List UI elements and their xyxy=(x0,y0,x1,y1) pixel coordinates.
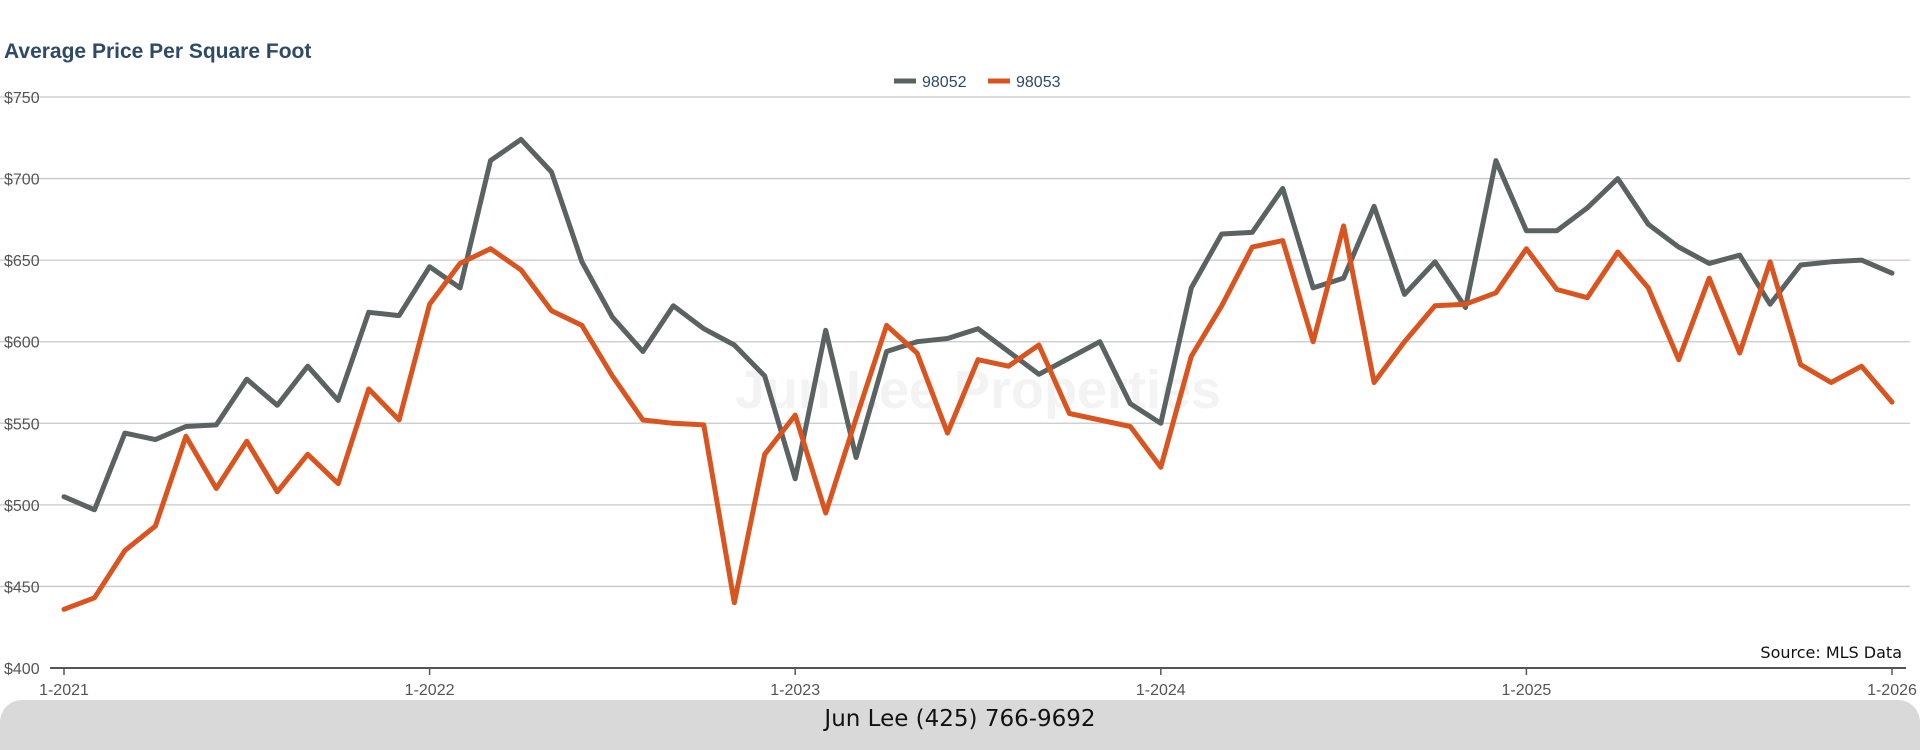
y-tick-label: $700 xyxy=(4,172,40,189)
series-line-98052 xyxy=(61,136,1895,513)
y-tick-label: $450 xyxy=(4,579,40,596)
x-tick-label: 1-2025 xyxy=(1501,682,1551,699)
y-tick-label: $650 xyxy=(4,253,40,270)
y-tick-label: $550 xyxy=(4,416,40,433)
legend-label-98052: 98052 xyxy=(922,74,967,91)
x-tick-label: 1-2023 xyxy=(770,682,820,699)
y-tick-label: $600 xyxy=(4,335,40,352)
chart-title: Average Price Per Square Foot xyxy=(4,40,312,63)
x-tick-label: 1-2026 xyxy=(1867,682,1917,699)
x-tick-label: 1-2022 xyxy=(405,682,455,699)
footer-bar xyxy=(0,700,1920,750)
footer-contact-text: Jun Lee (425) 766-9692 xyxy=(824,706,1096,732)
legend-label-98053: 98053 xyxy=(1016,74,1061,91)
y-tick-label: $750 xyxy=(4,90,40,107)
x-tick-label: 1-2021 xyxy=(39,682,89,699)
series-line-98053 xyxy=(61,223,1895,612)
source-note: Source: MLS Data xyxy=(1760,643,1902,662)
y-tick-label: $400 xyxy=(4,661,40,678)
y-tick-label: $500 xyxy=(4,498,40,515)
x-tick-label: 1-2024 xyxy=(1136,682,1186,699)
line-chart: Jun Lee Properties $400$450$500$550$600$… xyxy=(0,74,1917,699)
